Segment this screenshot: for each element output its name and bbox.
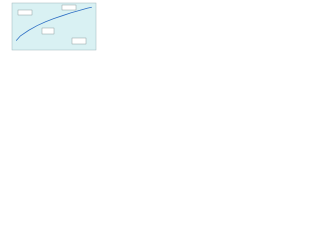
annotation-box bbox=[17, 9, 33, 16]
chart bbox=[11, 2, 97, 51]
annotation-box bbox=[71, 37, 87, 45]
annotation-box bbox=[61, 4, 77, 11]
plot bbox=[15, 6, 92, 41]
annotation-box bbox=[41, 27, 55, 35]
line bbox=[15, 6, 92, 41]
